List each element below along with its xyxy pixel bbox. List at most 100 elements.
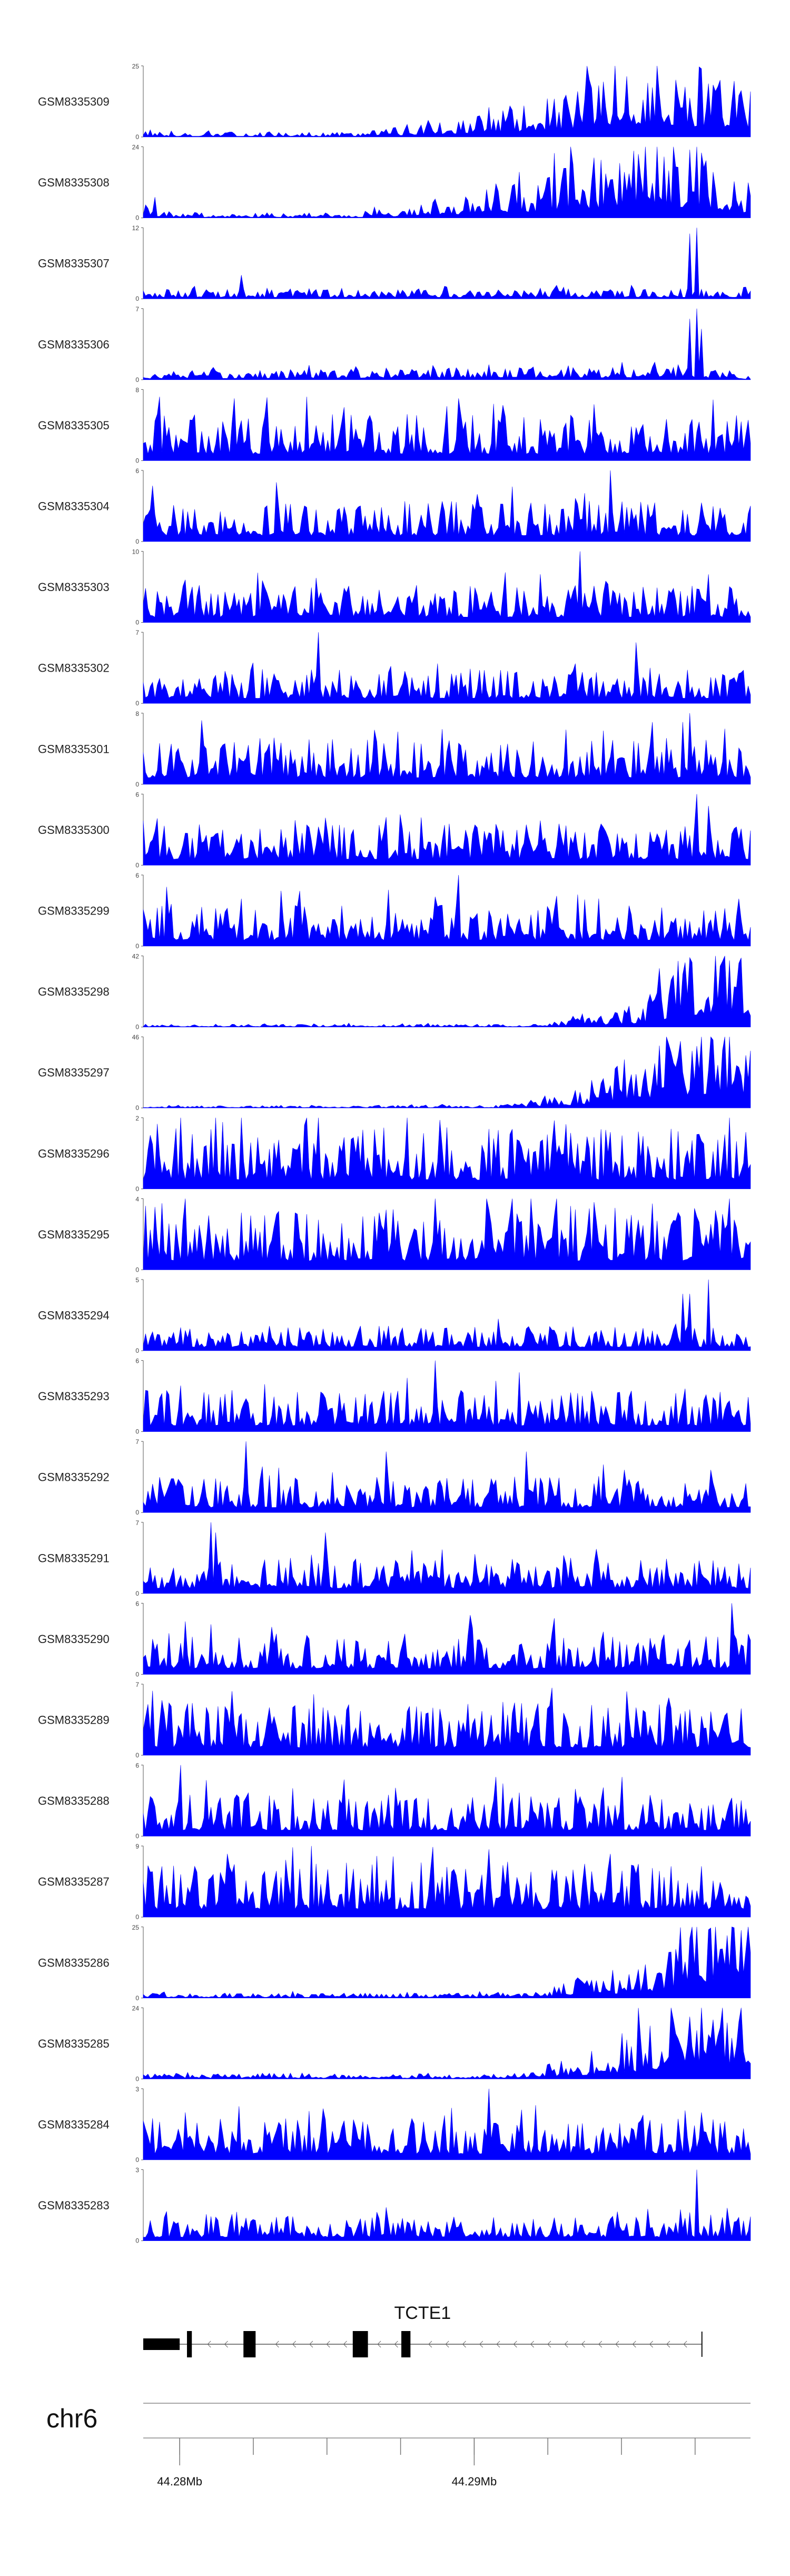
coverage-area: [143, 146, 751, 218]
track-gsm8335285: GSM8335285 24 0: [38, 2004, 751, 2082]
coverage-area: [143, 1279, 751, 1351]
coverage-area: [143, 2088, 751, 2160]
coverage-area: [143, 1117, 751, 1189]
coverage-area: [143, 551, 751, 623]
track-gsm8335301: GSM8335301 8 0: [38, 710, 751, 788]
y-max-label: 9: [135, 1843, 139, 1850]
y-max-label: 3: [135, 2086, 139, 2093]
strand-arrow: [309, 2341, 313, 2348]
sample-label: GSM8335303: [38, 581, 110, 594]
strand-arrow: [275, 2341, 279, 2348]
y-max-label: 6: [135, 1358, 139, 1365]
strand-arrow: [530, 2341, 534, 2348]
y-min-label: 0: [135, 1833, 139, 1840]
track-gsm8335306: GSM8335306 7 0: [38, 306, 751, 384]
y-max-label: 12: [132, 224, 140, 232]
sample-label: GSM8335294: [38, 1309, 110, 1322]
strand-arrow: [564, 2341, 568, 2348]
y-min-label: 0: [135, 1509, 139, 1516]
y-min-label: 0: [135, 1913, 139, 1921]
coverage-area: [143, 1603, 751, 1675]
track-gsm8335295: GSM8335295 4 0: [38, 1195, 751, 1273]
y-min-label: 0: [135, 1347, 139, 1354]
sample-label: GSM8335285: [38, 2037, 110, 2050]
track-gsm8335302: GSM8335302 7 0: [38, 629, 751, 707]
strand-arrow: [224, 2341, 228, 2348]
y-max-label: 8: [135, 386, 139, 394]
track-gsm8335290: GSM8335290 6 0: [38, 1600, 751, 1678]
coverage-area: [143, 470, 751, 542]
y-min-label: 0: [135, 1590, 139, 1597]
y-min-label: 0: [135, 457, 139, 464]
y-max-label: 25: [132, 1924, 140, 1931]
sample-label: GSM8335292: [38, 1471, 110, 1484]
track-gsm8335297: GSM8335297 46 0: [38, 1034, 751, 1112]
gene-name-label: TCTE1: [394, 2303, 451, 2323]
y-max-label: 6: [135, 791, 139, 798]
strand-arrow: [207, 2341, 211, 2348]
y-max-label: 8: [135, 710, 139, 717]
strand-arrow: [683, 2341, 687, 2348]
exon-block: [401, 2331, 411, 2357]
y-max-label: 6: [135, 1600, 139, 1607]
sample-label: GSM8335298: [38, 985, 110, 998]
track-gsm8335304: GSM8335304 6 0: [38, 467, 751, 545]
y-min-label: 0: [135, 942, 139, 950]
coverage-area: [143, 1198, 751, 1270]
genomic-coordinate-axis: chr6 44.28Mb 44.29Mb: [46, 2403, 750, 2488]
coverage-area: [143, 1687, 751, 1756]
y-min-label: 0: [135, 2075, 139, 2082]
track-gsm8335289: GSM8335289 7 0: [38, 1681, 751, 1759]
y-max-label: 7: [135, 1438, 139, 1446]
y-max-label: 46: [132, 1034, 140, 1041]
strand-arrow: [615, 2341, 619, 2348]
sample-label: GSM8335295: [38, 1228, 110, 1241]
track-gsm8335292: GSM8335292 7 0: [38, 1438, 751, 1516]
strand-arrow: [598, 2341, 603, 2348]
sample-label: GSM8335286: [38, 1956, 110, 1969]
track-gsm8335298: GSM8335298 42 0: [38, 953, 751, 1031]
y-max-label: 3: [135, 2167, 139, 2174]
sample-label: GSM8335288: [38, 1794, 110, 1807]
y-max-label: 5: [135, 1276, 139, 1284]
y-min-label: 0: [135, 1185, 139, 1193]
track-gsm8335309: GSM8335309 25 0: [38, 63, 751, 141]
y-max-label: 6: [135, 1762, 139, 1769]
exon-block: [243, 2331, 256, 2357]
y-max-label: 7: [135, 1519, 139, 1527]
y-min-label: 0: [135, 1104, 139, 1112]
track-gsm8335293: GSM8335293 6 0: [38, 1358, 751, 1436]
y-min-label: 0: [135, 1670, 139, 1678]
y-max-label: 7: [135, 629, 139, 636]
y-min-label: 0: [135, 133, 139, 141]
strand-arrow: [343, 2341, 347, 2348]
y-max-label: 42: [132, 953, 140, 960]
track-gsm8335291: GSM8335291 7 0: [38, 1519, 751, 1597]
strand-arrow: [547, 2341, 551, 2348]
coordinate-tick-label: 44.28Mb: [157, 2475, 202, 2488]
sample-label: GSM8335307: [38, 257, 110, 270]
coverage-area: [143, 1765, 751, 1836]
sample-label: GSM8335306: [38, 338, 110, 351]
exon-block: [187, 2331, 192, 2357]
coverage-area: [143, 713, 751, 785]
sample-label: GSM8335305: [38, 419, 110, 432]
chromosome-label: chr6: [46, 2404, 97, 2433]
coverage-area: [143, 956, 751, 1027]
track-gsm8335307: GSM8335307 12 0: [38, 224, 751, 302]
y-min-label: 0: [135, 1428, 139, 1436]
y-min-label: 0: [135, 214, 139, 222]
strand-arrow: [513, 2341, 517, 2348]
sample-label: GSM8335300: [38, 823, 110, 837]
strand-arrow: [479, 2341, 483, 2348]
track-gsm8335299: GSM8335299 6 0: [38, 872, 751, 950]
coverage-area: [143, 874, 751, 947]
sample-label: GSM8335304: [38, 500, 110, 513]
track-gsm8335303: GSM8335303 10 0: [38, 548, 751, 626]
sample-label: GSM8335308: [38, 176, 110, 189]
coverage-area: [143, 1036, 751, 1108]
coverage-area: [143, 308, 751, 380]
track-gsm8335308: GSM8335308 24 0: [38, 144, 751, 222]
strand-arrow: [377, 2341, 381, 2348]
